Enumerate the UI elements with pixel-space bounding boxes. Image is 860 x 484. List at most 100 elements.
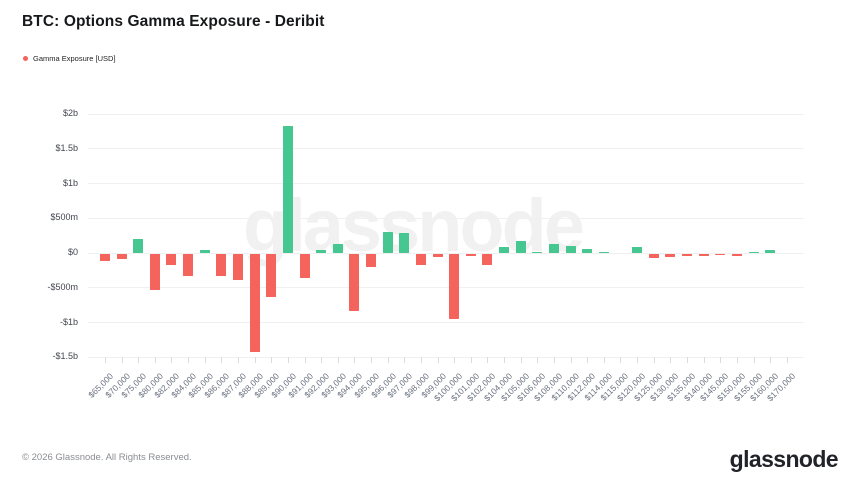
gamma-bar-$94,000[interactable] — [349, 253, 360, 311]
gamma-bar-$106,000[interactable] — [532, 251, 543, 253]
copyright-text: © 2026 Glassnode. All Rights Reserved. — [22, 452, 192, 463]
gridline — [88, 322, 804, 324]
x-axis-tick — [271, 357, 273, 363]
x-axis-tick — [371, 357, 372, 363]
y-tick-label: -$1.5b — [52, 351, 78, 362]
x-axis-tick — [553, 357, 555, 363]
x-axis-tick — [404, 357, 406, 363]
gamma-bar-$90,000[interactable] — [282, 126, 293, 253]
gamma-bar-$155,000[interactable] — [748, 251, 759, 253]
x-axis-tick — [171, 357, 173, 363]
x-axis-tick — [703, 357, 705, 363]
gamma-bar-$98,000[interactable] — [415, 253, 426, 265]
gamma-bar-$86,000[interactable] — [216, 253, 227, 276]
y-tick-label: $2b — [62, 108, 78, 119]
gamma-bar-$114,000[interactable] — [598, 251, 609, 253]
gridline — [88, 148, 804, 150]
gamma-bar-$65,000[interactable] — [99, 253, 110, 261]
x-axis-tick — [454, 357, 456, 363]
x-axis-tick — [321, 357, 323, 363]
gamma-bar-$105,000[interactable] — [515, 241, 526, 253]
gridline — [88, 217, 804, 219]
x-axis-tick — [387, 357, 389, 363]
x-axis-tick — [121, 357, 123, 363]
gamma-bar-$92,000[interactable] — [316, 249, 327, 253]
gamma-bar-$84,000[interactable] — [183, 253, 193, 276]
x-axis-tick — [237, 357, 239, 363]
x-axis-tick — [620, 357, 622, 363]
legend-item-gamma-exposure[interactable]: Gamma Exposure [USD] — [23, 54, 116, 63]
gamma-bar-$125,000[interactable] — [648, 253, 659, 259]
x-axis-tick — [138, 357, 140, 363]
gamma-bar-$88,000[interactable] — [249, 253, 260, 353]
x-axis-tick — [504, 357, 505, 363]
gamma-bar-$82,000[interactable] — [166, 253, 177, 265]
y-tick-label: $0 — [67, 247, 78, 258]
gamma-bar-$89,000[interactable] — [266, 253, 277, 298]
gamma-bar-$91,000[interactable] — [299, 253, 310, 278]
gamma-bar-$95,000[interactable] — [366, 253, 376, 268]
gamma-bar-$104,000[interactable] — [499, 246, 509, 253]
y-tick-label: -$1b — [59, 316, 78, 327]
x-axis-tick — [420, 357, 422, 363]
gamma-bar-$87,000[interactable] — [232, 253, 243, 280]
x-axis-tick — [304, 357, 306, 363]
gamma-bar-$140,000[interactable] — [698, 253, 709, 257]
x-axis-tick — [520, 357, 522, 363]
x-axis-tick — [603, 357, 605, 363]
gridline — [88, 252, 804, 254]
gamma-bar-$80,000[interactable] — [149, 253, 160, 290]
x-axis-tick — [287, 357, 289, 363]
x-axis-tick — [154, 357, 156, 363]
chart-plot-area — [88, 100, 804, 366]
x-axis-tick — [487, 357, 489, 363]
gamma-bar-$97,000[interactable] — [399, 232, 410, 253]
gamma-bar-$100,000[interactable] — [449, 253, 460, 319]
gamma-bar-$112,000[interactable] — [582, 249, 593, 253]
x-axis-tick — [337, 357, 339, 363]
x-axis-tick — [254, 357, 256, 363]
gamma-bar-$70,000[interactable] — [116, 253, 127, 260]
y-tick-label: -$500m — [47, 281, 78, 292]
glassnode-logo: glassnode — [729, 446, 839, 472]
y-tick-label: $500m — [50, 212, 78, 223]
x-axis-tick — [221, 357, 223, 363]
gamma-bar-$135,000[interactable] — [681, 253, 692, 256]
gamma-bar-$160,000[interactable] — [765, 249, 776, 253]
x-axis-tick — [653, 357, 655, 363]
x-axis-tick — [736, 357, 738, 363]
gamma-bar-$108,000[interactable] — [548, 244, 559, 253]
y-tick-label: $1b — [62, 177, 78, 188]
gridline — [88, 113, 804, 115]
page-title: BTC: Options Gamma Exposure - Deribit — [22, 13, 325, 30]
x-axis-tick — [354, 357, 356, 363]
gamma-bar-$96,000[interactable] — [382, 232, 393, 253]
gamma-bar-$75,000[interactable] — [133, 238, 144, 253]
x-axis-tick — [470, 357, 472, 363]
gamma-bar-$150,000[interactable] — [731, 253, 742, 257]
legend-dot-icon — [23, 56, 28, 61]
gridline — [88, 356, 804, 358]
gamma-bar-$120,000[interactable] — [632, 247, 643, 253]
x-axis-tick — [537, 357, 539, 363]
gamma-bar-$93,000[interactable] — [332, 243, 343, 253]
x-axis-tick — [770, 357, 772, 363]
x-axis-tick — [670, 357, 672, 363]
gamma-bar-$99,000[interactable] — [432, 253, 443, 258]
gamma-bar-$130,000[interactable] — [665, 253, 676, 257]
x-axis-tick — [570, 357, 572, 363]
x-axis-tick — [637, 357, 639, 363]
gamma-bar-$102,000[interactable] — [482, 253, 493, 266]
x-axis-tick — [686, 357, 688, 363]
y-tick-label: $1.5b — [55, 142, 78, 153]
gamma-bar-$85,000[interactable] — [199, 249, 210, 253]
gamma-bar-$145,000[interactable] — [715, 253, 726, 256]
gamma-bar-$110,000[interactable] — [565, 246, 576, 253]
x-axis-tick — [587, 357, 589, 363]
gamma-bar-$101,000[interactable] — [465, 253, 476, 256]
x-axis-tick — [104, 357, 106, 363]
x-axis-tick — [437, 357, 439, 363]
x-axis-tick — [786, 357, 788, 363]
x-axis-tick — [188, 357, 189, 363]
